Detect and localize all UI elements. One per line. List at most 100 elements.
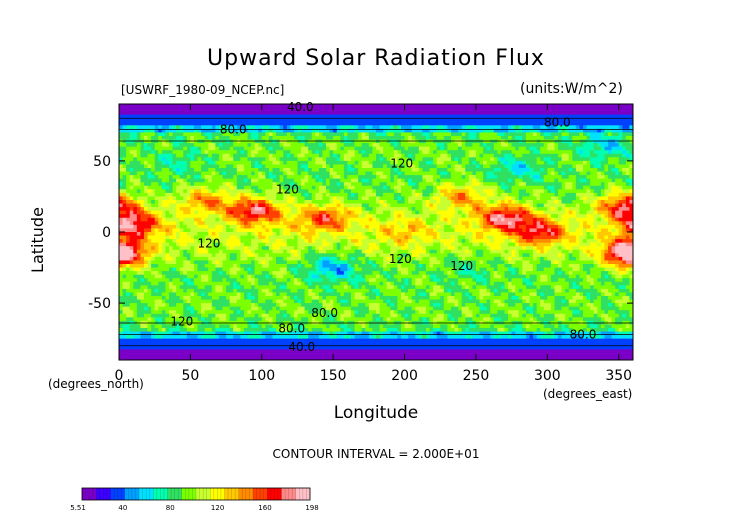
heatmap-cell <box>322 136 327 141</box>
heatmap-cell <box>229 132 234 137</box>
heatmap-cell <box>183 107 188 112</box>
heatmap-cell <box>608 192 613 198</box>
heatmap-cell <box>565 171 570 176</box>
heatmap-cell <box>579 217 584 222</box>
heatmap-cell <box>236 210 241 215</box>
heatmap-cell <box>425 132 431 137</box>
heatmap-cell <box>211 107 216 112</box>
heatmap-cell <box>233 118 238 123</box>
heatmap-cell <box>340 200 345 205</box>
heatmap-cell <box>593 203 598 208</box>
heatmap-cell <box>454 178 459 183</box>
heatmap-cell <box>183 207 188 212</box>
heatmap-cell <box>215 217 220 222</box>
heatmap-cell <box>297 136 302 141</box>
heatmap-cell <box>243 200 249 205</box>
heatmap-cell <box>411 104 416 109</box>
heatmap-cell <box>504 196 509 201</box>
heatmap-cell <box>268 200 274 205</box>
heatmap-cell <box>226 171 231 176</box>
heatmap-cell <box>465 175 470 180</box>
heatmap-cell <box>550 210 556 215</box>
heatmap-cell <box>376 182 381 187</box>
heatmap-cell <box>258 171 263 176</box>
heatmap-cell <box>240 146 245 151</box>
heatmap-cell <box>251 128 256 134</box>
heatmap-cell <box>593 168 598 173</box>
heatmap-cell <box>211 168 216 173</box>
heatmap-cell <box>333 196 338 201</box>
heatmap-cell <box>247 118 252 123</box>
heatmap-cell <box>458 182 463 187</box>
heatmap-cell <box>561 146 566 151</box>
heatmap-cell <box>326 210 331 215</box>
heatmap-cell <box>347 111 352 116</box>
heatmap-cell <box>326 189 331 194</box>
heatmap-cell <box>447 196 452 201</box>
heatmap-cell <box>493 178 498 183</box>
heatmap-cell <box>208 200 213 205</box>
heatmap-cell <box>229 196 234 201</box>
heatmap-cell <box>529 164 534 169</box>
heatmap-cell <box>251 214 256 219</box>
heatmap-cell <box>326 178 331 183</box>
heatmap-cell <box>218 160 224 166</box>
heatmap-cell <box>311 121 316 126</box>
heatmap-cell <box>511 143 516 148</box>
heatmap-cell <box>408 104 413 109</box>
heatmap-cell <box>422 192 427 198</box>
heatmap-cell <box>608 160 613 166</box>
heatmap-cell <box>240 139 245 144</box>
heatmap-cell <box>536 210 541 215</box>
heatmap-cell <box>536 175 541 180</box>
heatmap-cell <box>468 203 473 208</box>
heatmap-cell <box>393 182 399 187</box>
heatmap-cell <box>515 114 520 119</box>
heatmap-cell <box>397 118 402 123</box>
heatmap-cell <box>418 168 423 173</box>
heatmap-cell <box>304 139 309 144</box>
heatmap-cell <box>172 125 177 130</box>
heatmap-cell <box>154 121 159 126</box>
heatmap-cell <box>415 224 420 230</box>
heatmap-cell <box>283 185 288 190</box>
heatmap-cell <box>147 214 152 219</box>
heatmap-cell <box>500 200 506 205</box>
heatmap-cell <box>554 139 559 144</box>
heatmap-cell <box>179 121 184 126</box>
heatmap-cell <box>461 136 466 141</box>
heatmap-cell <box>251 168 256 173</box>
heatmap-cell <box>122 111 127 116</box>
heatmap-cell <box>433 214 438 219</box>
heatmap-cell <box>575 160 581 166</box>
heatmap-cell <box>351 164 356 169</box>
heatmap-cell <box>436 107 441 112</box>
heatmap-cell <box>258 107 263 112</box>
heatmap-cell <box>393 139 399 144</box>
heatmap-cell <box>343 125 349 130</box>
heatmap-cell <box>586 210 591 215</box>
heatmap-cell <box>397 153 402 158</box>
heatmap-cell <box>283 111 288 116</box>
heatmap-cell <box>243 150 249 155</box>
heatmap-cell <box>161 221 166 226</box>
heatmap-cell <box>229 168 234 173</box>
heatmap-cell <box>183 104 188 109</box>
heatmap-cell <box>311 153 316 158</box>
heatmap-cell <box>147 200 152 205</box>
heatmap-cell <box>201 207 206 212</box>
heatmap-cell <box>572 111 577 116</box>
heatmap-cell <box>518 185 523 190</box>
heatmap-cell <box>293 168 299 173</box>
heatmap-cell <box>583 196 588 201</box>
heatmap-cell <box>365 143 370 148</box>
heatmap-cell <box>222 107 227 112</box>
heatmap-cell <box>304 146 309 151</box>
heatmap-cell <box>247 214 252 219</box>
heatmap-cell <box>154 150 159 155</box>
heatmap-cell <box>583 125 588 130</box>
heatmap-cell <box>183 111 188 116</box>
heatmap-cell <box>233 128 238 134</box>
heatmap-cell <box>529 153 534 158</box>
heatmap-cell <box>458 104 463 109</box>
